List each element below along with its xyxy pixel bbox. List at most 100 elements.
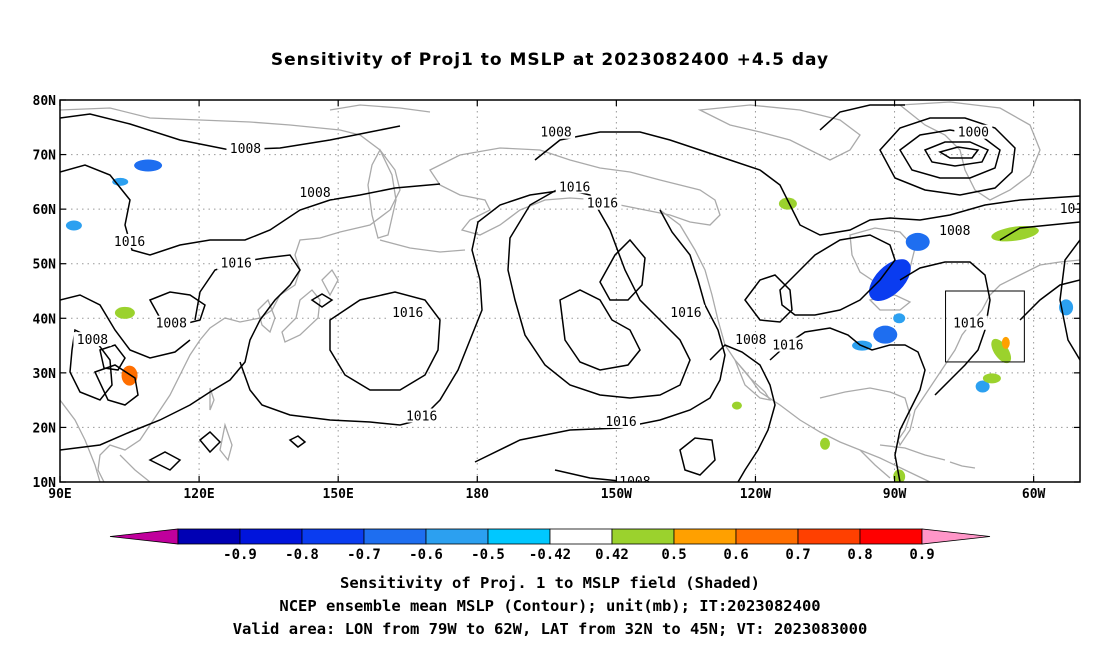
- sensitivity-patch: [975, 380, 990, 393]
- lat-tick-label: 60N: [33, 203, 57, 218]
- caption-line-2: NCEP ensemble mean MSLP (Contour); unit(…: [279, 597, 821, 615]
- lat-tick-label: 80N: [33, 94, 57, 109]
- plot-frame: [59, 99, 1081, 483]
- colorbar-segment: [239, 528, 303, 545]
- colorbar: -0.9 -0.8 -0.7 -0.6 -0.5 -0.42 0.42 0.5 0.6 0.7 0.…: [109, 528, 991, 563]
- contour-label-bg: [602, 413, 640, 428]
- colorbar-tick-label: 0.42: [595, 547, 629, 563]
- colorbar-min-arrow: [109, 528, 179, 545]
- contour-label: 1008: [230, 142, 261, 157]
- colorbar-tick-label: -0.9: [223, 547, 257, 563]
- colorbar-segment: [735, 528, 799, 545]
- contour-label-bg: [935, 222, 974, 237]
- contour-label-bg: [954, 124, 993, 139]
- contour-label-bg: [768, 337, 807, 352]
- colorbar-tick-label: 0.8: [847, 547, 872, 563]
- map-title: Sensitivity of Proj1 to MSLP at 20230824…: [270, 50, 830, 70]
- lat-tick-label: 40N: [33, 312, 57, 327]
- map-axes: 90E 120E 150E 180 150W 120W 90W 60W 80N 70N 60N 50N…: [33, 94, 1080, 502]
- colorbar-segment: [363, 528, 427, 545]
- contour-label-bg: [1056, 201, 1080, 216]
- colorbar-tick-label: -0.8: [285, 547, 319, 563]
- sensitivity-patch: [991, 338, 1012, 364]
- sensitivity-patch: [121, 365, 138, 386]
- sensitivity-patch: [731, 401, 742, 410]
- lon-tick-label: 120E: [183, 487, 214, 502]
- contour-label: 1016: [772, 339, 803, 354]
- contour-label-bg: [583, 195, 622, 210]
- colorbar-segment: [859, 528, 923, 545]
- lon-tick-label: 150W: [601, 487, 632, 502]
- contour-label: 1016: [392, 306, 423, 321]
- colorbar-segment: [425, 528, 489, 545]
- sensitivity-patch: [134, 159, 163, 172]
- caption-line-1: Sensitivity of Proj. 1 to MSLP field (Sh…: [340, 574, 760, 592]
- colorbar-segment: [797, 528, 861, 545]
- contour-label: 1008: [939, 224, 970, 239]
- contour-label-bg: [152, 315, 191, 330]
- coastlines: [60, 101, 1080, 482]
- contour-label-bg: [949, 315, 988, 330]
- contour-label-bg: [555, 179, 594, 194]
- lon-tick-label: 120W: [740, 487, 771, 502]
- colorbar-tick-label: -0.7: [347, 547, 381, 563]
- contour-label: 1008: [77, 333, 108, 348]
- contour-label: 1016: [221, 257, 252, 272]
- colorbar-segment: [487, 528, 551, 545]
- sensitivity-patch: [873, 325, 898, 344]
- contour-label: 1008: [156, 317, 187, 332]
- contour-label: 1008: [735, 333, 766, 348]
- contour-label-bg: [217, 255, 256, 270]
- contour-label: 1008: [619, 475, 650, 490]
- colorbar-segment: [549, 528, 613, 545]
- sensitivity-patch: [820, 437, 830, 450]
- contour-label: 1000: [958, 126, 989, 141]
- caption-line-3: Valid area: LON from 79W to 62W, LAT fro…: [232, 620, 868, 638]
- sensitivity-patch: [982, 373, 1001, 384]
- colorbar-tick-label: 0.5: [661, 547, 686, 563]
- contour-label: 1016: [114, 235, 145, 250]
- sensitivity-patch: [114, 306, 135, 319]
- sensitivity-patch: [1001, 336, 1010, 349]
- contour-label: 1016: [1060, 202, 1091, 217]
- contour-label-bg: [537, 124, 576, 139]
- sensitivity-patch: [65, 220, 82, 231]
- colorbar-tick-label: 0.6: [723, 547, 748, 563]
- sensitivity-patch: [778, 197, 797, 210]
- contour-label: 1008: [299, 186, 330, 201]
- lon-tick-label: 150E: [323, 487, 354, 502]
- lon-tick-label: 90E: [48, 487, 71, 502]
- contour-labels: 1008 1008 1016 1016 1008 1008 1016 1016 1008 1016…: [73, 124, 1091, 490]
- plot-area: [60, 100, 1080, 482]
- contour-label: 1016: [587, 197, 618, 212]
- lat-tick-label: 70N: [33, 149, 57, 164]
- sensitivity-patch: [869, 259, 911, 301]
- contour-label-bg: [666, 304, 705, 319]
- colorbar-segment: [301, 528, 365, 545]
- valid-area-box: [945, 290, 1025, 363]
- lat-tick-label: 30N: [33, 367, 57, 382]
- lat-tick-label: 50N: [33, 258, 57, 273]
- colorbar-segment: [177, 528, 241, 545]
- lat-tick-label: 10N: [33, 476, 57, 491]
- colorbar-tick-label: -0.6: [409, 547, 443, 563]
- contour-label-bg: [402, 408, 441, 423]
- lon-tick-label: 60W: [1022, 487, 1046, 502]
- colorbar-tick-label: 0.7: [785, 547, 810, 563]
- contour-label-bg: [110, 233, 149, 248]
- colorbar-segment: [673, 528, 737, 545]
- contour-label-bg: [73, 332, 112, 347]
- sensitivity-patch: [905, 232, 930, 251]
- contour-label: 1016: [605, 415, 636, 430]
- lon-tick-label: 180: [466, 487, 490, 502]
- lat-tick-label: 20N: [33, 421, 57, 436]
- contour-label-bg: [388, 304, 427, 319]
- contour-label: 1008: [540, 126, 571, 141]
- colorbar-max-arrow: [921, 528, 991, 545]
- contour-label: 1016: [953, 317, 984, 332]
- contour-label: 1016: [559, 180, 590, 195]
- sensitivity-patch: [893, 313, 906, 324]
- colorbar-tick-label: -0.42: [529, 547, 571, 563]
- colorbar-segment: [611, 528, 675, 545]
